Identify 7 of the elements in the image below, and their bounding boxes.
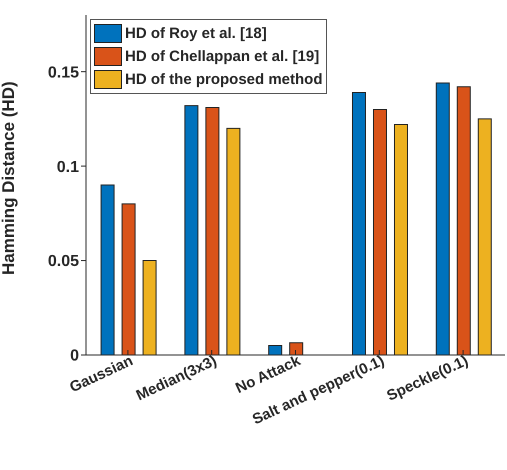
legend-label: HD of Roy et al. [18] <box>125 25 267 42</box>
legend-label: HD of Chellappan et al. [19] <box>125 48 320 65</box>
y-axis-title: Hamming Distance (HD) <box>0 81 18 275</box>
y-tick-label: 0.15 <box>48 64 80 82</box>
legend-label: HD of the proposed method <box>125 71 322 88</box>
y-tick-label: 0.1 <box>56 158 80 176</box>
y-tick-label: 0.05 <box>48 253 80 270</box>
